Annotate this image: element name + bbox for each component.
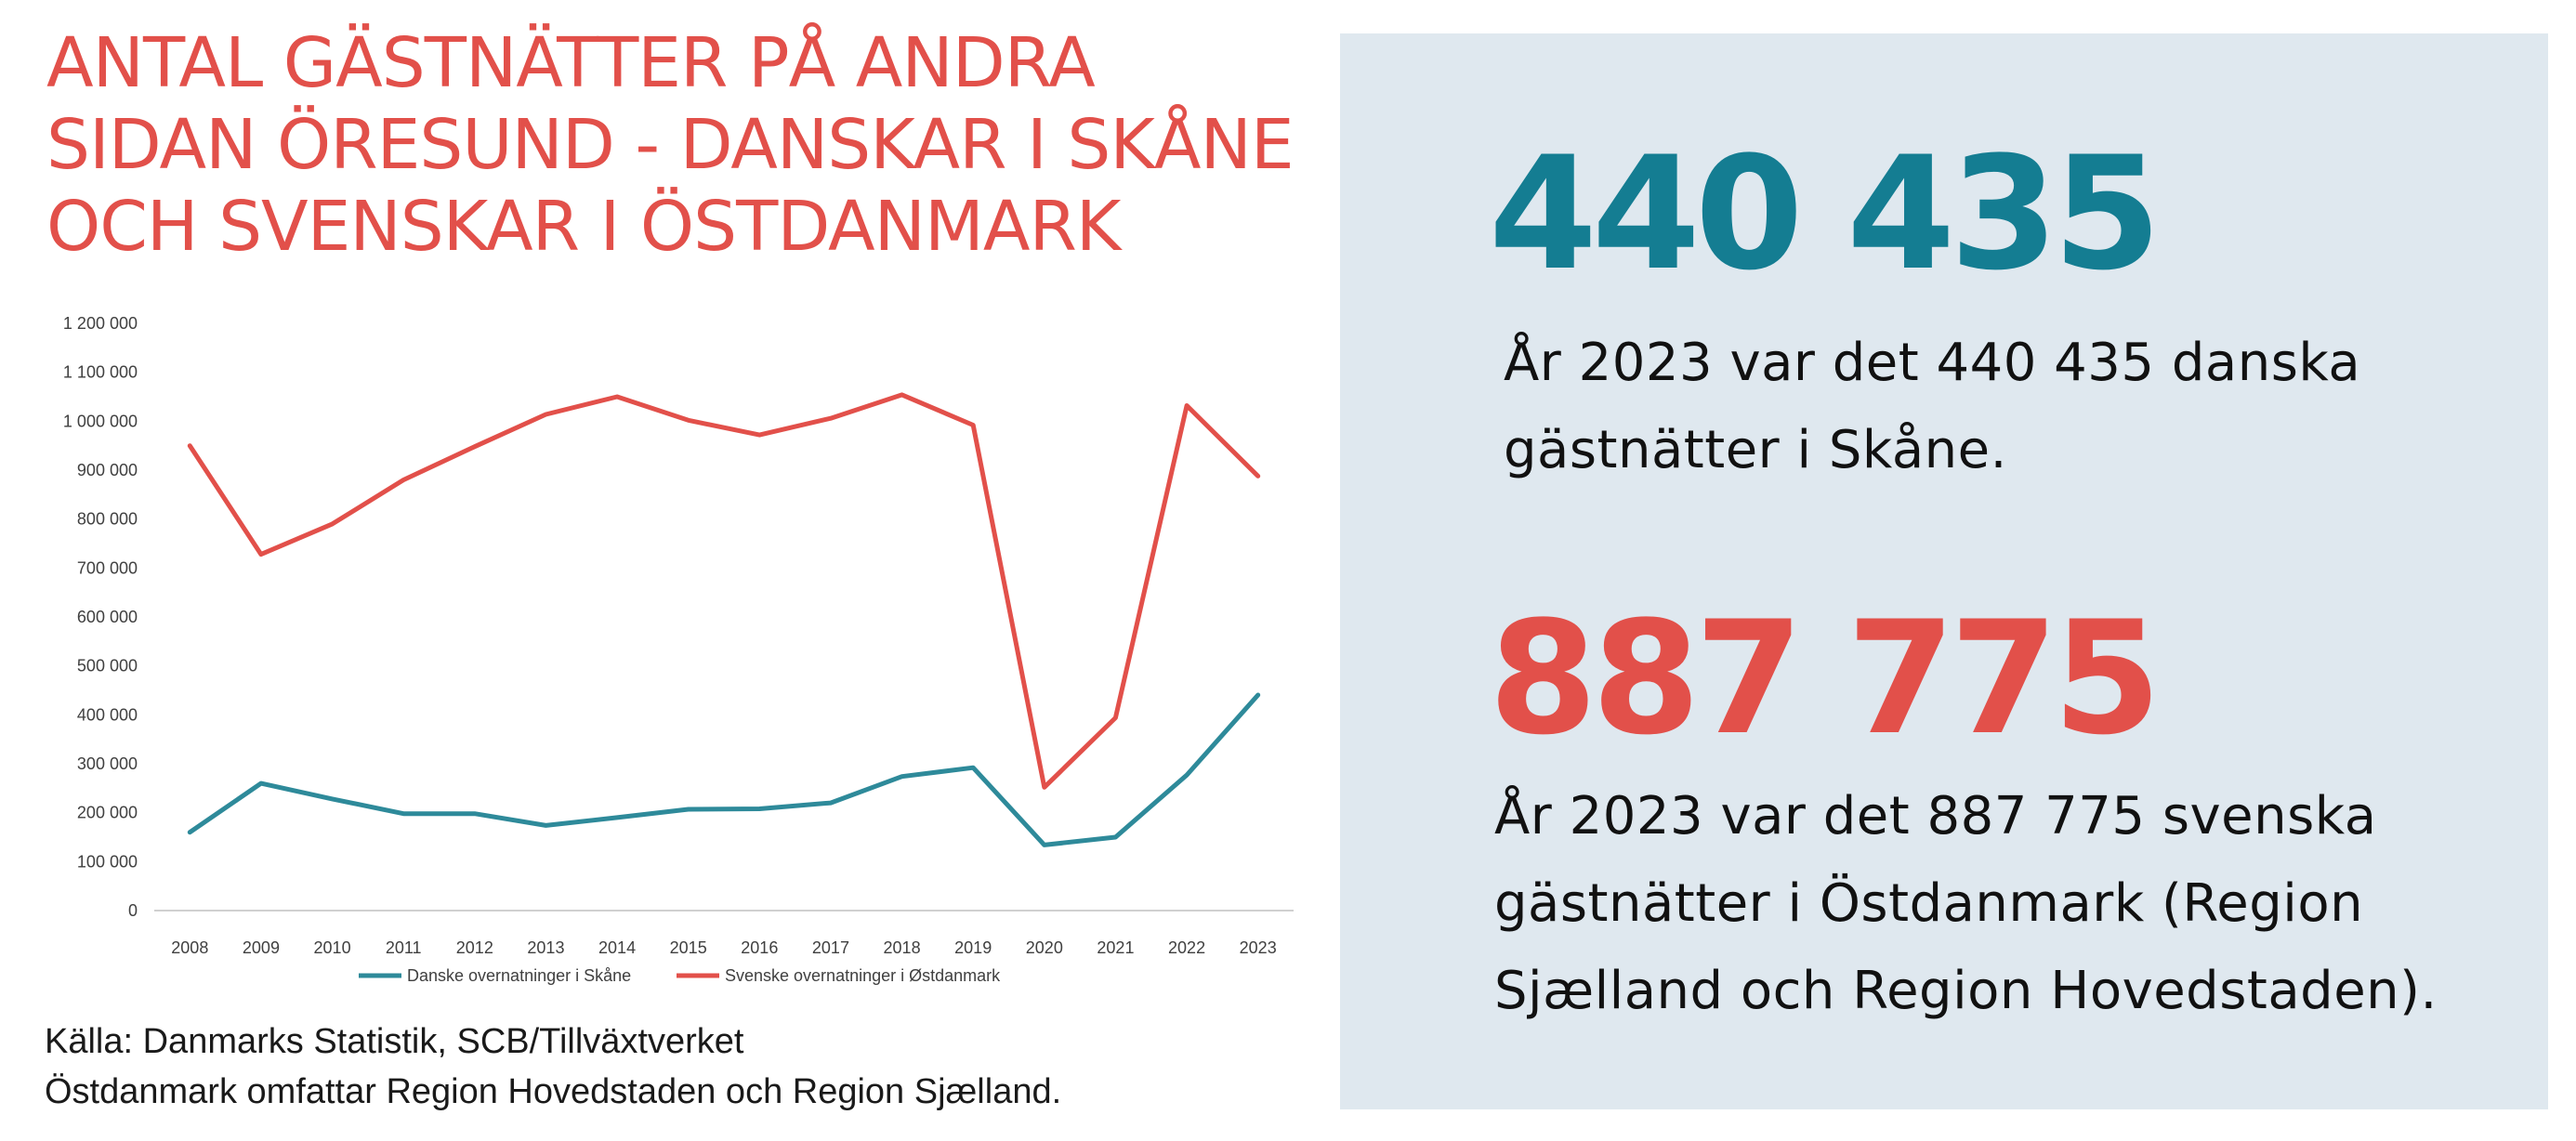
x-tick-label: 2009 — [243, 938, 280, 957]
stat-danish-description: År 2023 var det 440 435 danska gästnätte… — [1504, 320, 2360, 494]
y-tick-label: 400 000 — [77, 705, 138, 724]
description-line: gästnätter i Östdanmark (Region — [1494, 873, 2364, 934]
line-chart: 0 100 000 200 000 300 000 400 000 500 000 600 … — [63, 314, 1294, 985]
y-axis-ticks: 0 100 000 200 000 300 000 400 000 500 000 600 … — [63, 314, 138, 920]
y-tick-label: 1 000 000 — [63, 412, 138, 430]
legend-label: Svenske overnatninger i Østdanmark — [725, 966, 1001, 985]
title-line: OCH SVENSKAR I ÖSTDANMARK — [46, 187, 1121, 267]
y-tick-label: 300 000 — [77, 754, 138, 773]
footnote-line: Östdanmark omfattar Region Hovedstaden o… — [45, 1072, 1062, 1111]
x-tick-label: 2016 — [741, 938, 778, 957]
x-tick-label: 2008 — [171, 938, 208, 957]
x-axis-ticks: 2008 2009 2010 2011 2012 2013 2014 2015 2016 2017… — [171, 938, 1276, 957]
legend-label: Danske overnatninger i Skåne — [407, 966, 631, 985]
description-line: gästnätter i Skåne. — [1504, 420, 2007, 480]
source-note: Källa: Danmarks Statistik, SCB/Tillväxtv… — [45, 1016, 1061, 1117]
x-tick-label: 2018 — [884, 938, 921, 957]
x-tick-label: 2021 — [1097, 938, 1134, 957]
stat-swedish-description: År 2023 var det 887 775 svenska gästnätt… — [1494, 773, 2438, 1035]
y-tick-label: 900 000 — [77, 461, 138, 479]
title-line: ANTAL GÄSTNÄTTER PÅ ANDRA — [46, 23, 1096, 103]
series-line-swedish — [187, 392, 1261, 790]
description-line: Sjælland och Region Hovedstaden). — [1494, 961, 2438, 1021]
y-tick-label: 0 — [128, 901, 138, 920]
y-tick-label: 100 000 — [77, 852, 138, 871]
x-tick-label: 2011 — [386, 938, 422, 957]
x-tick-label: 2015 — [670, 938, 707, 957]
stat-danish-value: 440 435 — [1489, 123, 2162, 305]
x-tick-label: 2020 — [1026, 938, 1063, 957]
x-tick-label: 2010 — [314, 938, 351, 957]
chart-title: ANTAL GÄSTNÄTTER PÅ ANDRA SIDAN ÖRESUND … — [46, 22, 1329, 268]
source-line: Källa: Danmarks Statistik, SCB/Tillväxtv… — [45, 1022, 744, 1061]
y-tick-label: 1 100 000 — [63, 363, 138, 382]
legend: Danske overnatninger i Skåne Svenske over… — [359, 966, 1001, 985]
y-tick-label: 800 000 — [77, 510, 138, 529]
stats-panel: 440 435 År 2023 var det 440 435 danska g… — [1340, 33, 2548, 1109]
y-tick-label: 200 000 — [77, 804, 138, 822]
x-tick-label: 2012 — [456, 938, 493, 957]
y-tick-label: 600 000 — [77, 608, 138, 626]
x-tick-label: 2023 — [1240, 938, 1277, 957]
x-tick-label: 2022 — [1168, 938, 1205, 957]
x-tick-label: 2017 — [812, 938, 849, 957]
title-line: SIDAN ÖRESUND - DANSKAR I SKÅNE — [46, 105, 1295, 185]
stat-swedish-value: 887 775 — [1489, 587, 2162, 769]
x-tick-label: 2013 — [527, 938, 564, 957]
series-line-danish — [187, 692, 1261, 847]
y-tick-label: 1 200 000 — [63, 314, 138, 333]
y-tick-label: 500 000 — [77, 657, 138, 675]
x-tick-label: 2019 — [954, 938, 992, 957]
x-tick-label: 2014 — [598, 938, 636, 957]
description-line: År 2023 var det 887 775 svenska — [1494, 786, 2377, 846]
series-lines — [187, 392, 1261, 847]
description-line: År 2023 var det 440 435 danska — [1504, 333, 2361, 393]
y-tick-label: 700 000 — [77, 558, 138, 577]
